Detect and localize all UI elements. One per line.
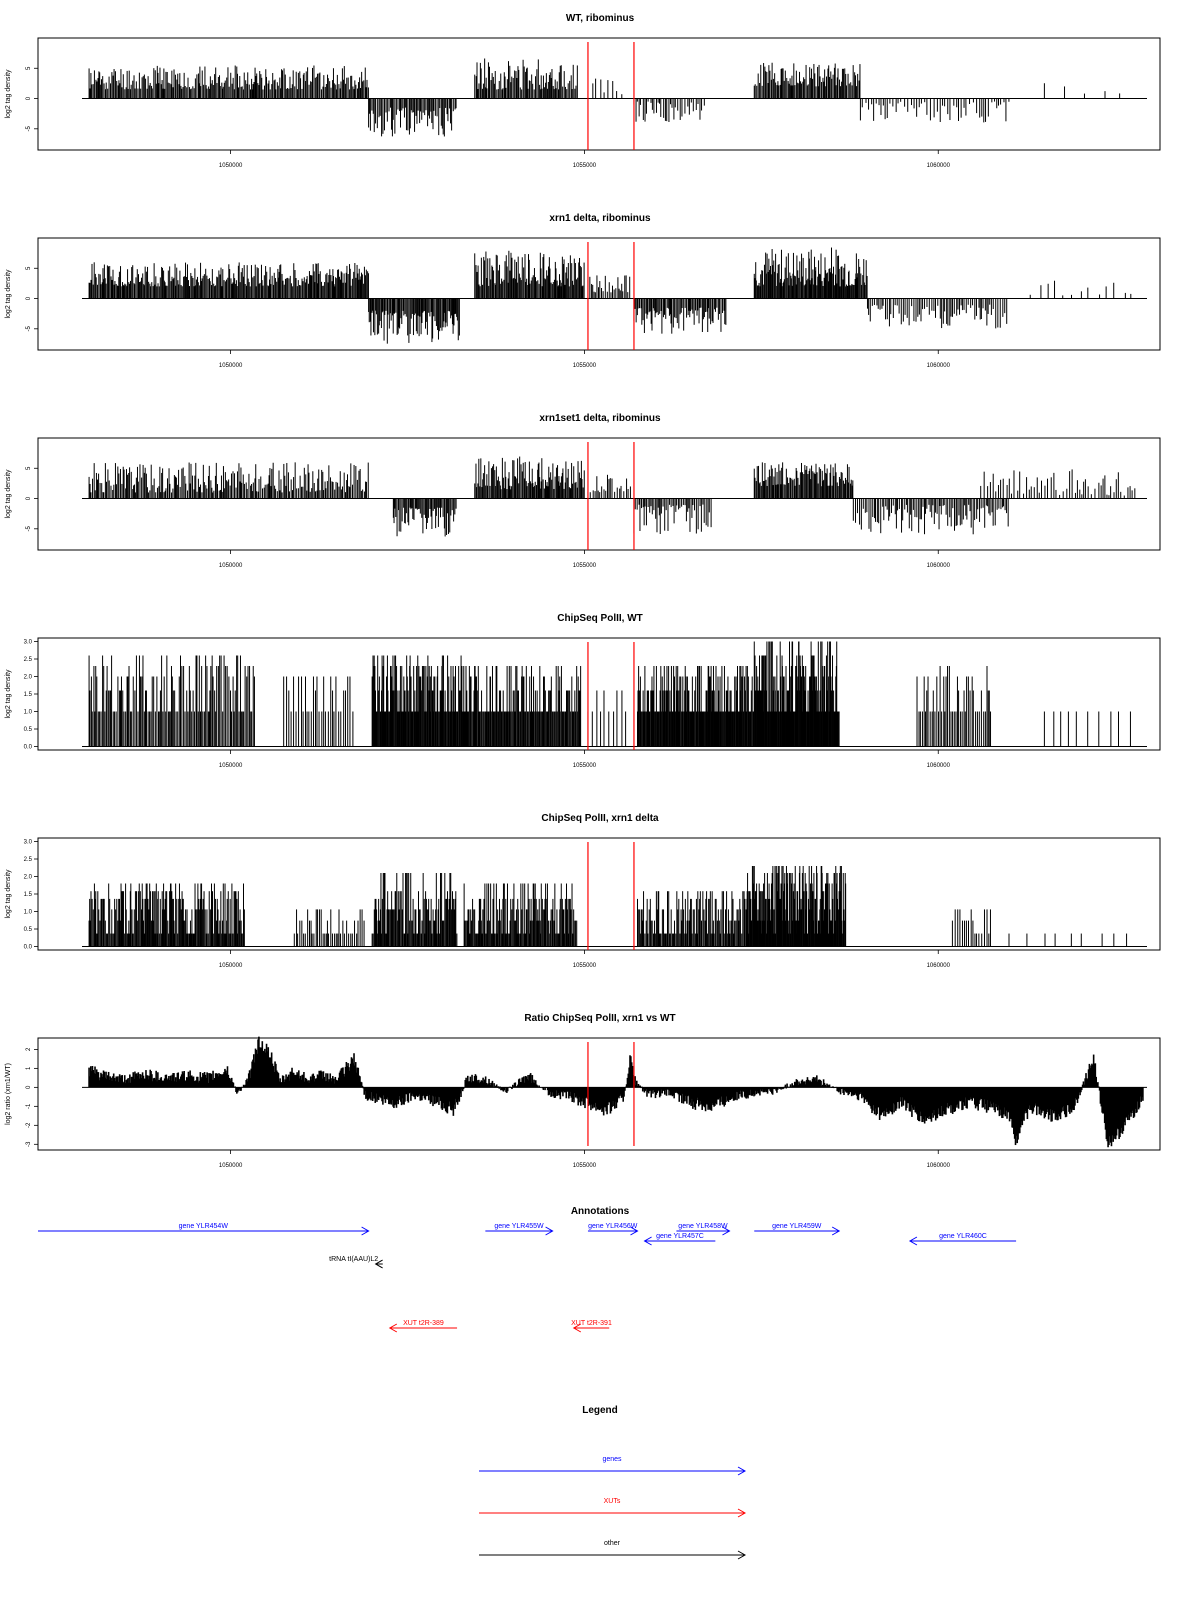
x-tick-label: 1060000	[927, 363, 951, 369]
y-tick-label: 5	[26, 466, 32, 470]
y-tick-label: 2.0	[24, 675, 33, 681]
track-title: ChipSeq PolII, WT	[557, 613, 643, 624]
x-tick-label: 1055000	[573, 763, 597, 769]
y-axis-label: log2 tag density	[5, 69, 12, 119]
y-tick-label: 5	[26, 66, 32, 70]
y-axis-label: log2 ratio (xrn1/WT)	[5, 1063, 12, 1125]
y-tick-label: -5	[26, 125, 32, 131]
x-tick-label: 1055000	[573, 363, 597, 369]
x-tick-label: 1050000	[219, 763, 243, 769]
y-tick-label: 1.5	[24, 692, 33, 698]
data-series	[88, 456, 1136, 537]
track-panel: ChipSeq PolII, WT log2 tag density 0.0 0.5 1…	[5, 613, 1161, 769]
y-tick-label: -3	[26, 1141, 32, 1147]
track-title: Ratio ChipSeq PolII, xrn1 vs WT	[524, 1013, 675, 1024]
x-tick-label: 1060000	[927, 163, 951, 169]
track-panel: ChipSeq PolII, xrn1 delta log2 tag densit…	[5, 813, 1161, 969]
y-tick-label: 2	[26, 1047, 32, 1051]
y-axis-label: log2 tag density	[5, 869, 12, 919]
track-title: ChipSeq PolII, xrn1 delta	[541, 813, 659, 824]
x-tick-label: 1055000	[573, 163, 597, 169]
y-tick-label: 0	[26, 1085, 32, 1089]
x-tick-label: 1050000	[219, 1163, 243, 1169]
y-tick-label: -2	[26, 1122, 32, 1128]
data-series	[88, 58, 1121, 137]
y-tick-label: -5	[26, 325, 32, 331]
track-title: xrn1 delta, ribominus	[549, 213, 651, 224]
track-panel: Ratio ChipSeq PolII, xrn1 vs WT log2 rati…	[5, 1013, 1161, 1169]
x-tick-label: 1050000	[219, 363, 243, 369]
track-panels: WT, ribominus log2 tag density -5 0 5 1050000…	[5, 13, 1161, 1169]
track-panel: xrn1 delta, ribominus log2 tag density -5 0…	[5, 213, 1161, 369]
track-title: xrn1set1 delta, ribominus	[539, 413, 661, 424]
y-tick-label: 0.0	[24, 945, 33, 951]
x-tick-label: 1050000	[219, 163, 243, 169]
y-tick-label: 3.0	[24, 840, 33, 846]
x-tick-label: 1060000	[927, 963, 951, 969]
track-title: WT, ribominus	[566, 13, 635, 24]
data-series	[88, 247, 1132, 344]
track-panel: WT, ribominus log2 tag density -5 0 5 1050000…	[5, 13, 1161, 169]
y-tick-label: 1.5	[24, 892, 33, 898]
y-axis-label: log2 tag density	[5, 469, 12, 519]
y-tick-label: 1.0	[24, 910, 33, 916]
x-tick-label: 1050000	[219, 963, 243, 969]
y-tick-label: 0.5	[24, 727, 33, 733]
x-tick-label: 1055000	[573, 1163, 597, 1169]
y-axis-label: log2 tag density	[5, 669, 12, 719]
x-tick-label: 1060000	[927, 563, 951, 569]
y-tick-label: 5	[26, 266, 32, 270]
x-tick-label: 1055000	[573, 963, 597, 969]
y-tick-label: 0	[26, 296, 32, 300]
y-axis-label: log2 tag density	[5, 269, 12, 319]
plot-frame	[37, 437, 1161, 551]
y-tick-label: 3.0	[24, 640, 33, 646]
data-series	[88, 1036, 1144, 1148]
y-tick-label: 0.5	[24, 927, 33, 933]
x-tick-label: 1055000	[573, 563, 597, 569]
y-tick-label: 1	[26, 1066, 32, 1070]
plot-frame	[37, 1037, 1161, 1151]
x-tick-label: 1060000	[927, 1163, 951, 1169]
y-tick-label: 2.5	[24, 657, 33, 663]
data-series	[88, 641, 1131, 747]
y-tick-label: -1	[26, 1103, 32, 1109]
y-tick-label: -5	[26, 525, 32, 531]
y-tick-label: 0	[26, 96, 32, 100]
y-tick-label: 2.0	[24, 875, 33, 881]
y-tick-label: 1.0	[24, 710, 33, 716]
track-panel: xrn1set1 delta, ribominus log2 tag densit…	[5, 413, 1161, 569]
y-tick-label: 0	[26, 496, 32, 500]
plot-frame	[37, 37, 1161, 151]
y-tick-label: 0.0	[24, 745, 33, 751]
x-tick-label: 1060000	[927, 763, 951, 769]
y-tick-label: 2.5	[24, 857, 33, 863]
x-tick-label: 1050000	[219, 563, 243, 569]
data-series	[88, 866, 1128, 947]
plot-frame	[37, 237, 1161, 351]
